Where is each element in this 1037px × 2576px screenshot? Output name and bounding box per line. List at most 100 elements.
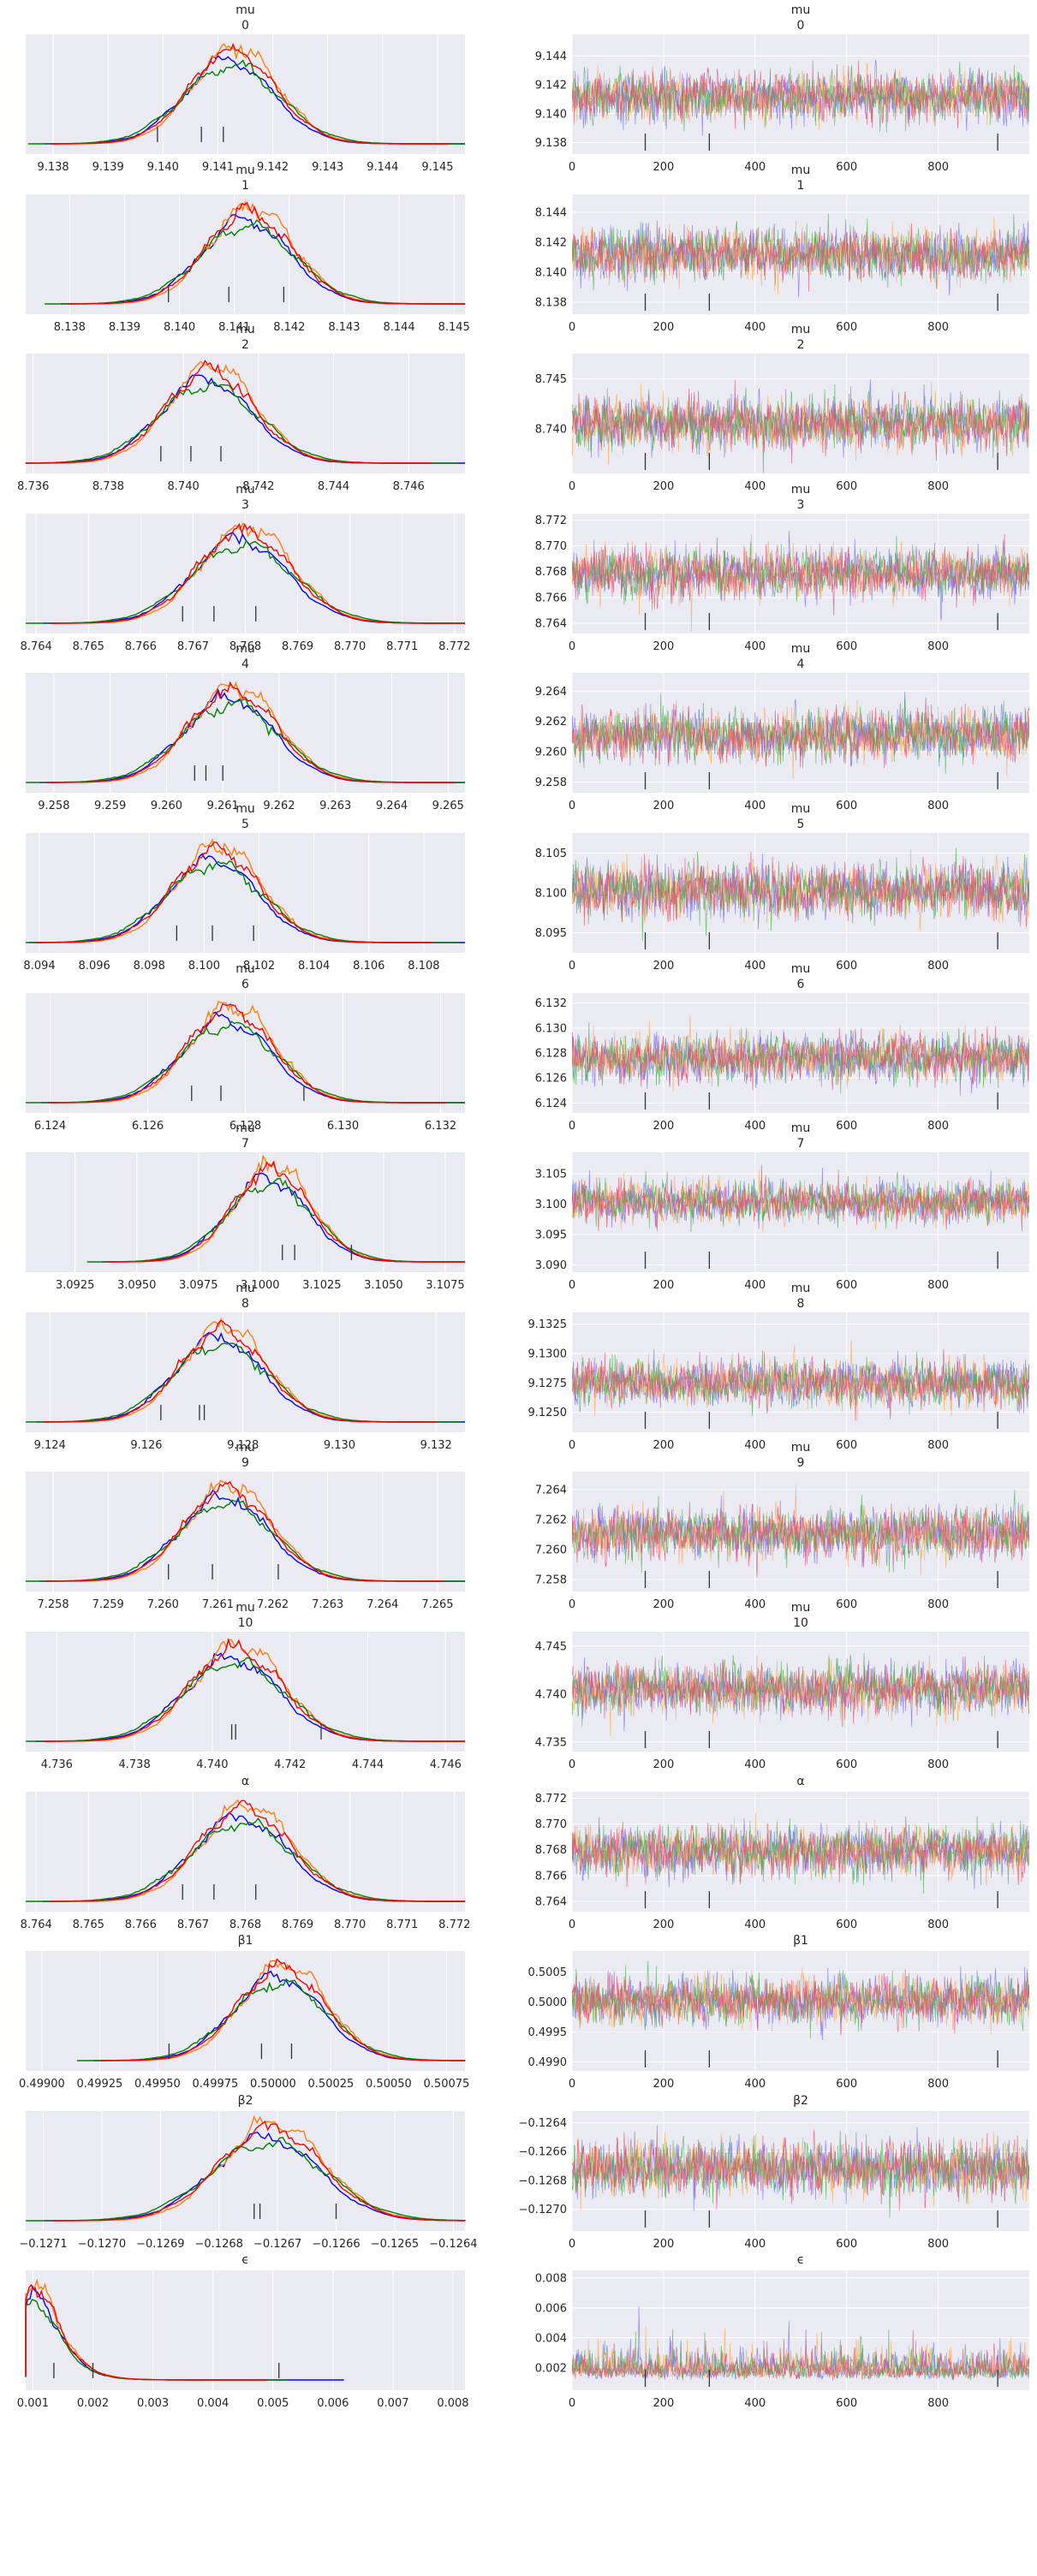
y-tick-label: 8.766	[535, 1870, 567, 1883]
x-tick-label: 3.0950	[117, 1279, 157, 1292]
chain-trace-3	[572, 698, 1029, 769]
trace-lines	[572, 530, 1029, 632]
subplot-density-2: mu 2 8.736 8.738 8.740 8.742 8.744 8.746	[17, 323, 465, 493]
x-tick-label: 8.768	[229, 640, 261, 653]
x-tick-label: 9.258	[38, 800, 69, 812]
x-tick-label: 800	[927, 2397, 949, 2410]
x-tick-label: 200	[653, 1758, 674, 1771]
x-tick-label: 200	[653, 161, 674, 174]
y-tick-label: 8.745	[535, 373, 567, 386]
x-tick-label: −0.1267	[253, 2238, 301, 2251]
x-tick-label: 0.49950	[134, 2078, 181, 2091]
chain-trace-0	[572, 378, 1029, 458]
x-tick-label: 600	[836, 1279, 857, 1292]
x-tick-label: 800	[927, 640, 949, 653]
x-tick-label: 4.746	[430, 1758, 462, 1771]
y-tick-label: −0.1270	[519, 2204, 567, 2216]
x-tick-label: 7.265	[421, 1598, 453, 1611]
subplot-trace-5: mu 5 0 200 400 600 800 8.095 8.100 8.105	[535, 802, 1029, 973]
x-tick-label: 6.132	[425, 1120, 456, 1133]
y-tick-label: 9.1300	[528, 1348, 568, 1361]
x-tick-label: 400	[744, 960, 766, 973]
subplot-density-0: mu 0 9.138 9.139 9.140 9.141 9.142 9.143 9.144 9.…	[26, 3, 465, 174]
y-tick-label: 8.766	[535, 592, 567, 604]
y-tick-label: 6.130	[535, 1022, 567, 1035]
y-tick-label: 9.138	[535, 137, 567, 150]
x-tick-label: 0.008	[437, 2397, 468, 2410]
y-tick-label: 0.008	[535, 2272, 567, 2285]
chain-trace-1	[572, 1966, 1029, 2035]
x-tick-label: 9.264	[376, 800, 408, 812]
x-tick-label: 0	[569, 800, 575, 812]
x-tick-label: 8.771	[386, 1919, 418, 1931]
subplot-density-1: mu 1 8.138 8.139 8.140 8.141 8.142 8.143 8.144 8.…	[26, 164, 470, 334]
x-tick-label: 200	[653, 1598, 674, 1611]
chain-trace-3	[572, 1026, 1029, 1091]
chain-trace-3	[572, 220, 1029, 292]
subplot-trace-9: mu9 0 200 400 600 800 7.258 7.260 7.262 7.264	[535, 1441, 1029, 1611]
subplot-title: mu	[791, 802, 811, 816]
subplot-title: β2	[238, 2094, 253, 2108]
subplot-density-12: β1 0.49900 0.49925 0.49950 0.49975 0.50000 0.5…	[19, 1934, 469, 2091]
y-tick-label: 9.142	[535, 80, 567, 92]
chain-density-3	[68, 201, 465, 305]
x-tick-label: 7.259	[92, 1598, 124, 1611]
x-tick-label: 9.124	[34, 1439, 66, 1452]
x-tick-label: 9.260	[151, 800, 182, 812]
plot-area	[26, 1951, 465, 2071]
x-tick-label: 9.144	[367, 161, 398, 174]
chain-density-2	[76, 1978, 466, 2061]
x-tick-label: 200	[653, 640, 674, 653]
y-tick-label: 8.740	[535, 424, 567, 437]
y-tick-label: 9.1275	[528, 1377, 568, 1390]
x-tick-label: 0.50075	[424, 2078, 470, 2091]
subplot-subtitle: 0	[241, 19, 249, 33]
x-tick-label: 8.766	[125, 640, 157, 653]
subplot-trace-4: mu4 0 200 400 600 800 9.258 9.260 9.262 9.264	[535, 642, 1029, 812]
subplot-title: mu	[791, 3, 811, 17]
chain-trace-2	[572, 536, 1029, 610]
y-tick-label: 6.124	[535, 1098, 567, 1110]
chain-density-2	[26, 2136, 466, 2222]
x-tick-label: 0.001	[17, 2397, 49, 2410]
chain-density-3	[51, 43, 450, 145]
y-tick-label: 7.260	[535, 1544, 567, 1557]
y-tick-label: 9.258	[535, 776, 567, 789]
y-tick-label: 9.264	[535, 686, 567, 699]
chain-density-3	[108, 1160, 465, 1263]
x-tick-label: 4.736	[41, 1758, 73, 1771]
x-tick-label: 0.004	[197, 2397, 229, 2410]
x-tick-label: 3.1025	[302, 1279, 342, 1292]
x-tick-label: 600	[836, 640, 857, 653]
x-tick-label: 4.744	[352, 1758, 384, 1771]
x-tick-label: 0.49900	[19, 2078, 65, 2091]
subplot-title: β1	[238, 1934, 253, 1948]
y-tick-label: 8.144	[535, 207, 567, 220]
x-tick-label: 8.769	[282, 640, 313, 653]
x-tick-label: 3.1050	[364, 1279, 403, 1292]
y-tick-label: 4.740	[535, 1688, 567, 1701]
chain-trace-3	[572, 2329, 1029, 2382]
x-tick-label: 0.005	[257, 2397, 289, 2410]
y-tick-label: 4.745	[535, 1640, 567, 1653]
x-tick-label: 200	[653, 480, 674, 493]
y-tick-label: 9.1325	[528, 1318, 568, 1331]
x-tick-label: 8.736	[17, 480, 49, 493]
x-tick-label: 400	[744, 480, 766, 493]
trace-lines	[572, 59, 1029, 136]
x-tick-label: 600	[836, 960, 857, 973]
x-tick-label: 6.128	[229, 1120, 261, 1133]
x-tick-label: 0.49975	[193, 2078, 239, 2091]
x-tick-label: 9.126	[130, 1439, 162, 1452]
chain-trace-3	[572, 533, 1029, 616]
y-tick-label: 8.764	[535, 617, 567, 630]
x-tick-label: 6.126	[132, 1120, 164, 1133]
subplot-subtitle: 3	[797, 498, 805, 512]
subplot-subtitle: 10	[793, 1616, 808, 1630]
x-tick-label: 8.108	[408, 960, 439, 973]
x-tick-label: 9.130	[324, 1439, 355, 1452]
x-tick-label: 8.144	[383, 321, 414, 334]
